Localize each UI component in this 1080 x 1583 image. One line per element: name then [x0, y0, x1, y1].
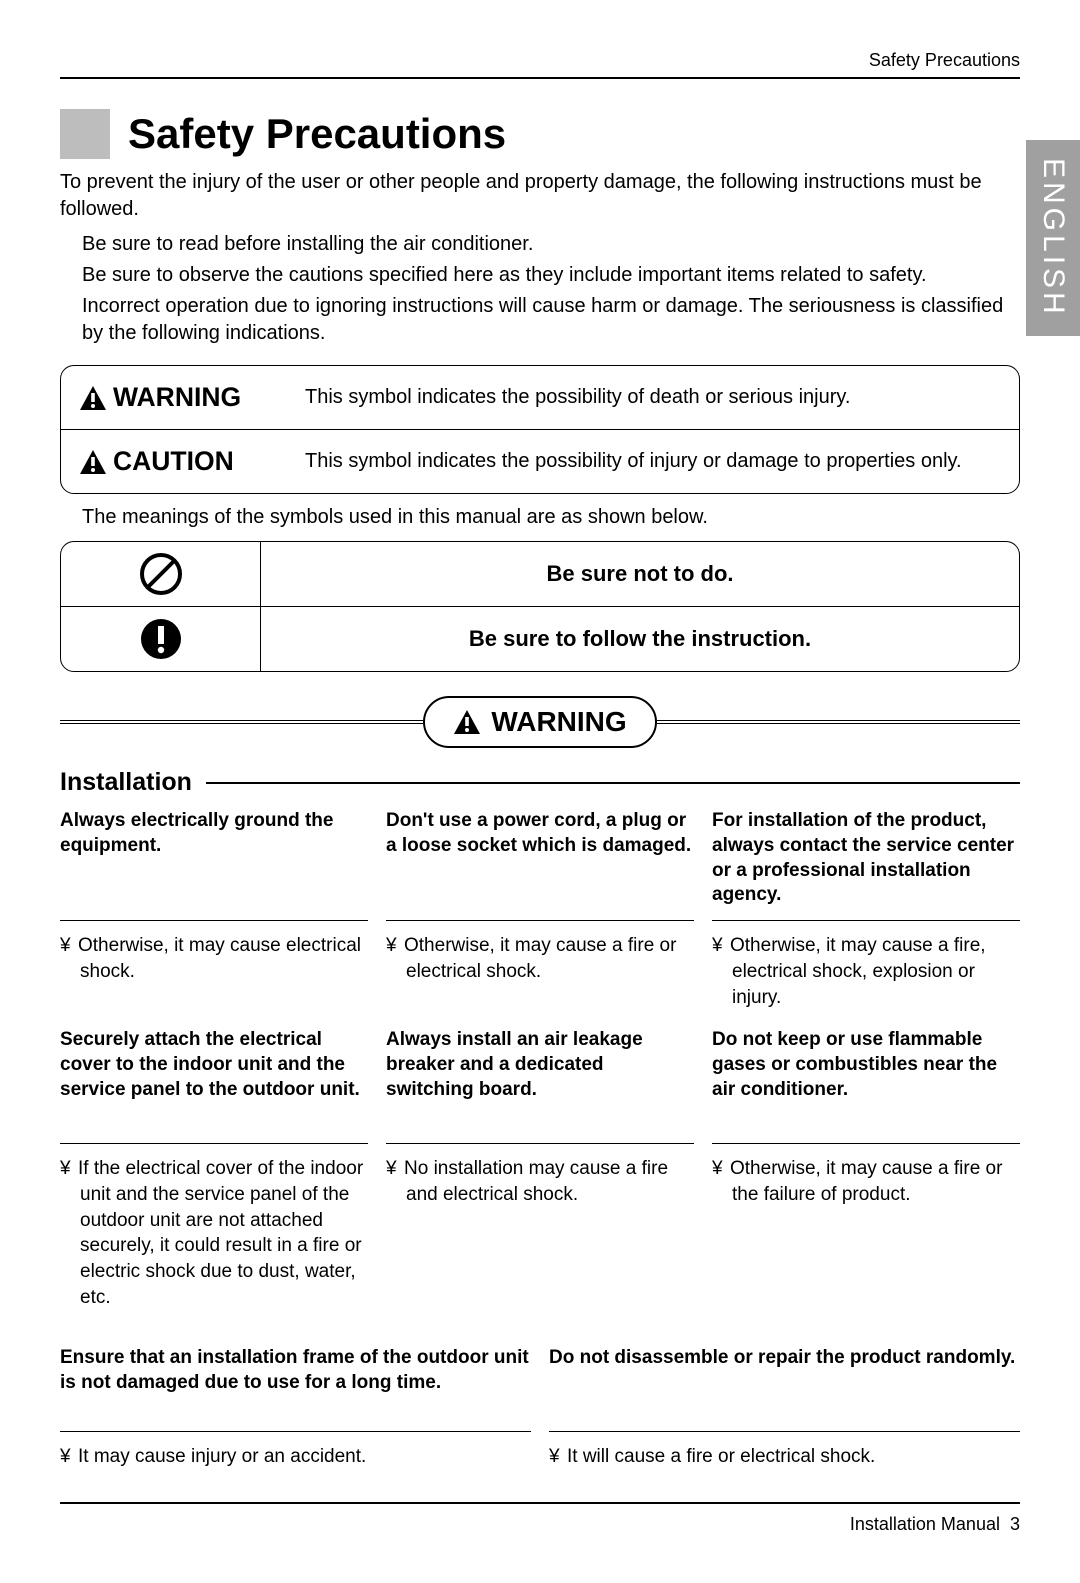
intro-text: To prevent the injury of the user or oth… [60, 169, 1020, 223]
install-item-body: Otherwise, it may cause a fire or the fa… [712, 1144, 1020, 1207]
install-item: For installation of the product, always … [712, 809, 1020, 1010]
legend-warning-desc: This symbol indicates the possibility of… [305, 386, 850, 409]
install-item-head: Always electrically ground the equipment… [60, 809, 368, 921]
intro-bullet: Incorrect operation due to ignoring inst… [82, 293, 1020, 347]
install-item-head: Always install an air leakage breaker an… [386, 1028, 694, 1144]
install-item: Always install an air leakage breaker an… [386, 1028, 694, 1310]
legend-caution-desc: This symbol indicates the possibility of… [305, 450, 962, 473]
prohibit-icon [139, 552, 183, 596]
install-item-head: Don't use a power cord, a plug or a loos… [386, 809, 694, 921]
legend-row-caution: CAUTION This symbol indicates the possib… [61, 429, 1019, 493]
legend-label-caution: CAUTION [79, 446, 289, 477]
prohibit-text: Be sure not to do. [261, 542, 1019, 606]
divider-line-right [657, 720, 1020, 724]
install-item: Always electrically ground the equipment… [60, 809, 368, 1010]
section-title: Installation [60, 768, 206, 797]
install-item-head: Securely attach the electrical cover to … [60, 1028, 368, 1144]
install-item-head: Do not disassemble or repair the product… [549, 1346, 1020, 1432]
warning-triangle-icon [453, 709, 481, 735]
warning-divider: WARNING [60, 696, 1020, 748]
intro-bullet: Be sure to read before installing the ai… [82, 231, 1020, 258]
page-title-row: Safety Precautions [60, 109, 1020, 159]
warning-triangle-icon [79, 385, 107, 411]
follow-text: Be sure to follow the instruction. [261, 607, 1019, 671]
install-item-body: Otherwise, it may cause electrical shock… [60, 921, 368, 984]
prohibit-icon-cell [61, 542, 261, 606]
intro-bullet: Be sure to observe the cautions specifie… [82, 262, 1020, 289]
symbol-table: Be sure not to do. Be sure to follow the… [60, 541, 1020, 672]
legend-warning-text: WARNING [113, 382, 241, 413]
legend-row-warning: WARNING This symbol indicates the possib… [61, 366, 1019, 429]
footer: Installation Manual 3 [60, 1502, 1020, 1535]
legend-caution-text: CAUTION [113, 446, 234, 477]
install-item-body: It may cause injury or an accident. [60, 1432, 531, 1470]
meanings-text: The meanings of the symbols used in this… [82, 506, 1020, 529]
install-item: Securely attach the electrical cover to … [60, 1028, 368, 1310]
warning-pill: WARNING [423, 696, 656, 748]
install-item-head: For installation of the product, always … [712, 809, 1020, 921]
install-row-3: Ensure that an installation frame of the… [60, 1346, 1020, 1470]
install-item-body: Otherwise, it may cause a fire, electric… [712, 921, 1020, 1010]
footer-page: 3 [1010, 1514, 1020, 1534]
title-accent-block [60, 109, 110, 159]
caution-triangle-icon [79, 449, 107, 475]
install-item-head: Ensure that an installation frame of the… [60, 1346, 531, 1432]
install-row-2: Securely attach the electrical cover to … [60, 1028, 1020, 1310]
install-row-1: Always electrically ground the equipment… [60, 809, 1020, 1010]
section-title-row: Installation [60, 768, 1020, 797]
symbol-row-follow: Be sure to follow the instruction. [61, 606, 1019, 671]
legend-label-warning: WARNING [79, 382, 289, 413]
install-item: Ensure that an installation frame of the… [60, 1346, 531, 1470]
install-item-body: It will cause a fire or electrical shock… [549, 1432, 1020, 1470]
page-title: Safety Precautions [110, 109, 506, 159]
language-tab: ENGLISH [1026, 140, 1080, 336]
install-item: Do not keep or use flammable gases or co… [712, 1028, 1020, 1310]
install-item-body: Otherwise, it may cause a fire or electr… [386, 921, 694, 984]
symbol-row-prohibit: Be sure not to do. [61, 542, 1019, 606]
footer-text: Installation Manual [850, 1514, 1000, 1534]
section-title-line [206, 782, 1020, 784]
divider-line-left [60, 720, 423, 724]
warning-pill-text: WARNING [491, 706, 626, 738]
follow-icon-cell [61, 607, 261, 671]
install-item-body: If the electrical cover of the indoor un… [60, 1144, 368, 1310]
install-item-head: Do not keep or use flammable gases or co… [712, 1028, 1020, 1144]
mandatory-icon [139, 617, 183, 661]
install-item-body: No installation may cause a fire and ele… [386, 1144, 694, 1207]
install-item: Do not disassemble or repair the product… [549, 1346, 1020, 1470]
install-item: Don't use a power cord, a plug or a loos… [386, 809, 694, 1010]
legend-box: WARNING This symbol indicates the possib… [60, 365, 1020, 494]
header-breadcrumb: Safety Precautions [60, 50, 1020, 79]
